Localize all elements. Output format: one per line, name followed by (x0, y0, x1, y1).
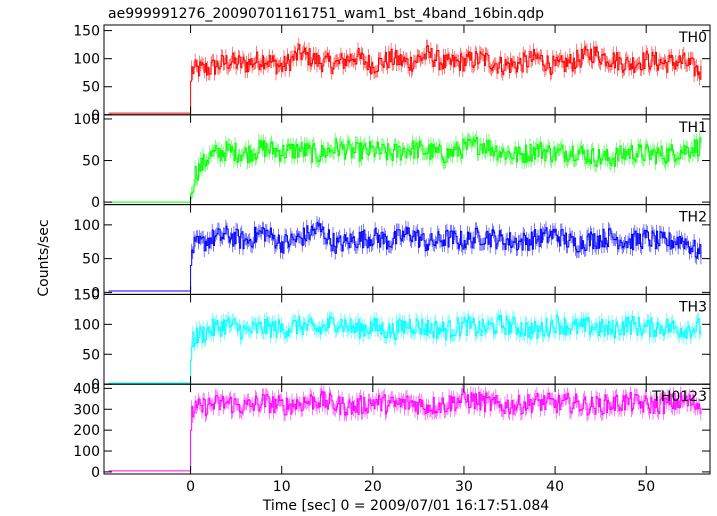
panel-TH1: 0 50 100 TH1 (73, 112, 711, 211)
y-tick-label: 0 (91, 377, 100, 393)
panel-label-TH2: TH2 (678, 210, 707, 226)
series-line-TH3 (108, 314, 702, 384)
chart-title: ae999991276_20090701161751_wam1_bst_4ban… (108, 6, 544, 22)
panel-label-TH0: TH0 (678, 30, 707, 46)
y-tick-label: 0 (91, 108, 100, 124)
y-tick-label: 300 (73, 402, 100, 418)
panel-label-TH3: TH3 (678, 299, 707, 315)
y-tick-label: 100 (73, 444, 100, 460)
y-tick-label: 0 (91, 195, 100, 211)
panel-TH2: 0 50 100 TH2 (73, 204, 711, 301)
x-axis-label: Time [sec] 0 = 2009/07/01 16:17:51.084 (262, 498, 550, 514)
y-tick-label: 150 (73, 287, 100, 303)
y-tick-label: 400 (73, 381, 100, 397)
x-tick-label: 50 (637, 479, 655, 495)
y-tick-label: 50 (82, 252, 100, 268)
y-tick-label: 0 (91, 285, 100, 301)
series-errorbars-TH1 (191, 131, 702, 200)
panel-label-TH0123: TH0123 (651, 389, 707, 405)
x-tick-label: 10 (273, 479, 291, 495)
y-tick-label: 100 (73, 52, 100, 68)
series-line-TH0123 (108, 389, 702, 472)
panel-label-TH1: TH1 (678, 120, 707, 136)
series-line-TH1 (108, 137, 702, 203)
panel-TH3: 0 50 100 150 TH3 (73, 287, 711, 393)
y-tick-label: 50 (82, 154, 100, 170)
y-tick-label: 50 (82, 347, 100, 363)
x-tick-label: 20 (364, 479, 382, 495)
series-line-TH2 (108, 221, 702, 292)
y-tick-label: 0 (91, 465, 100, 481)
x-tick-label: 0 (186, 479, 195, 495)
y-tick-label: 100 (73, 112, 100, 128)
panel-TH0123: 0 100 200 300 400 TH0123 0 10 20 30 40 50 (73, 381, 711, 495)
x-tick-label: 30 (455, 479, 473, 495)
y-tick-label: 100 (73, 218, 100, 234)
panel-frame-TH0123 (103, 383, 711, 475)
x-tick-label: 40 (546, 479, 564, 495)
y-tick-label: 150 (73, 24, 100, 40)
y-axis-label: Counts/sec (36, 219, 52, 296)
panel-TH0: 0 50 100 150 TH0 (73, 24, 711, 124)
y-tick-label: 50 (82, 80, 100, 96)
y-tick-label: 200 (73, 423, 100, 439)
y-tick-label: 100 (73, 317, 100, 333)
series-line-TH0 (108, 43, 702, 114)
series-errorbars-TH2 (191, 216, 702, 265)
